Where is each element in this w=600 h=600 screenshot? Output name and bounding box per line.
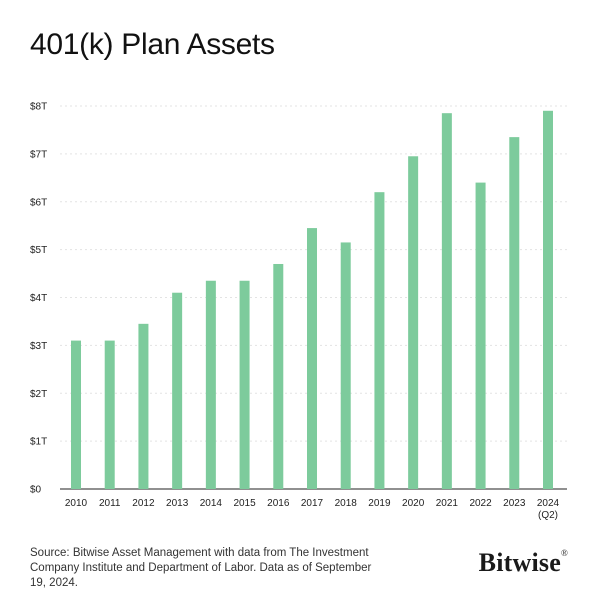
x-tick-label: 2016: [267, 498, 290, 509]
bar: [475, 182, 486, 489]
y-tick-label: $6T: [30, 197, 47, 208]
y-tick-label: $0: [30, 485, 42, 496]
x-tick-label: 2018: [335, 498, 358, 509]
y-tick-label: $7T: [30, 149, 47, 160]
x-tick-label: 2017: [301, 498, 324, 509]
bar: [205, 280, 216, 489]
x-tick-sublabel: (Q2): [538, 510, 558, 521]
bar: [172, 292, 183, 489]
x-tick-label: 2014: [200, 498, 223, 509]
bar: [441, 113, 452, 490]
bar: [340, 242, 351, 489]
bar: [307, 228, 317, 490]
y-tick-label: $4T: [30, 293, 47, 304]
x-tick-label: 2024: [537, 498, 560, 509]
y-tick-label: $3T: [30, 341, 47, 352]
bar: [408, 156, 419, 490]
y-tick-label: $5T: [30, 245, 47, 256]
x-tick-label: 2023: [503, 498, 526, 509]
bar: [273, 263, 284, 489]
y-tick-label: $2T: [30, 389, 47, 400]
x-tick-label: 2015: [233, 498, 256, 509]
x-tick-label: 2019: [368, 498, 391, 509]
bar: [71, 340, 81, 489]
bar: [138, 323, 149, 489]
chart-title: 401(k) Plan Assets: [30, 28, 275, 61]
source-note: Source: Bitwise Asset Management with da…: [30, 547, 372, 589]
y-tick-label: $8T: [30, 102, 47, 113]
x-tick-label: 2021: [436, 498, 459, 509]
bar: [239, 280, 250, 489]
bar: [104, 340, 115, 489]
bitwise-logo: Bitwise®: [479, 548, 568, 578]
bar: [543, 110, 553, 489]
bar: [509, 137, 520, 489]
x-tick-label: 2010: [65, 498, 88, 509]
brand-name: Bitwise: [478, 548, 561, 577]
x-tick-label: 2020: [402, 498, 425, 509]
x-tick-label: 2011: [99, 498, 121, 509]
registered-mark: ®: [560, 548, 568, 558]
bar: [374, 192, 385, 490]
x-tick-label: 2022: [469, 498, 492, 509]
x-tick-label: 2013: [166, 498, 189, 509]
y-tick-label: $1T: [30, 437, 47, 448]
x-tick-label: 2012: [132, 498, 155, 509]
